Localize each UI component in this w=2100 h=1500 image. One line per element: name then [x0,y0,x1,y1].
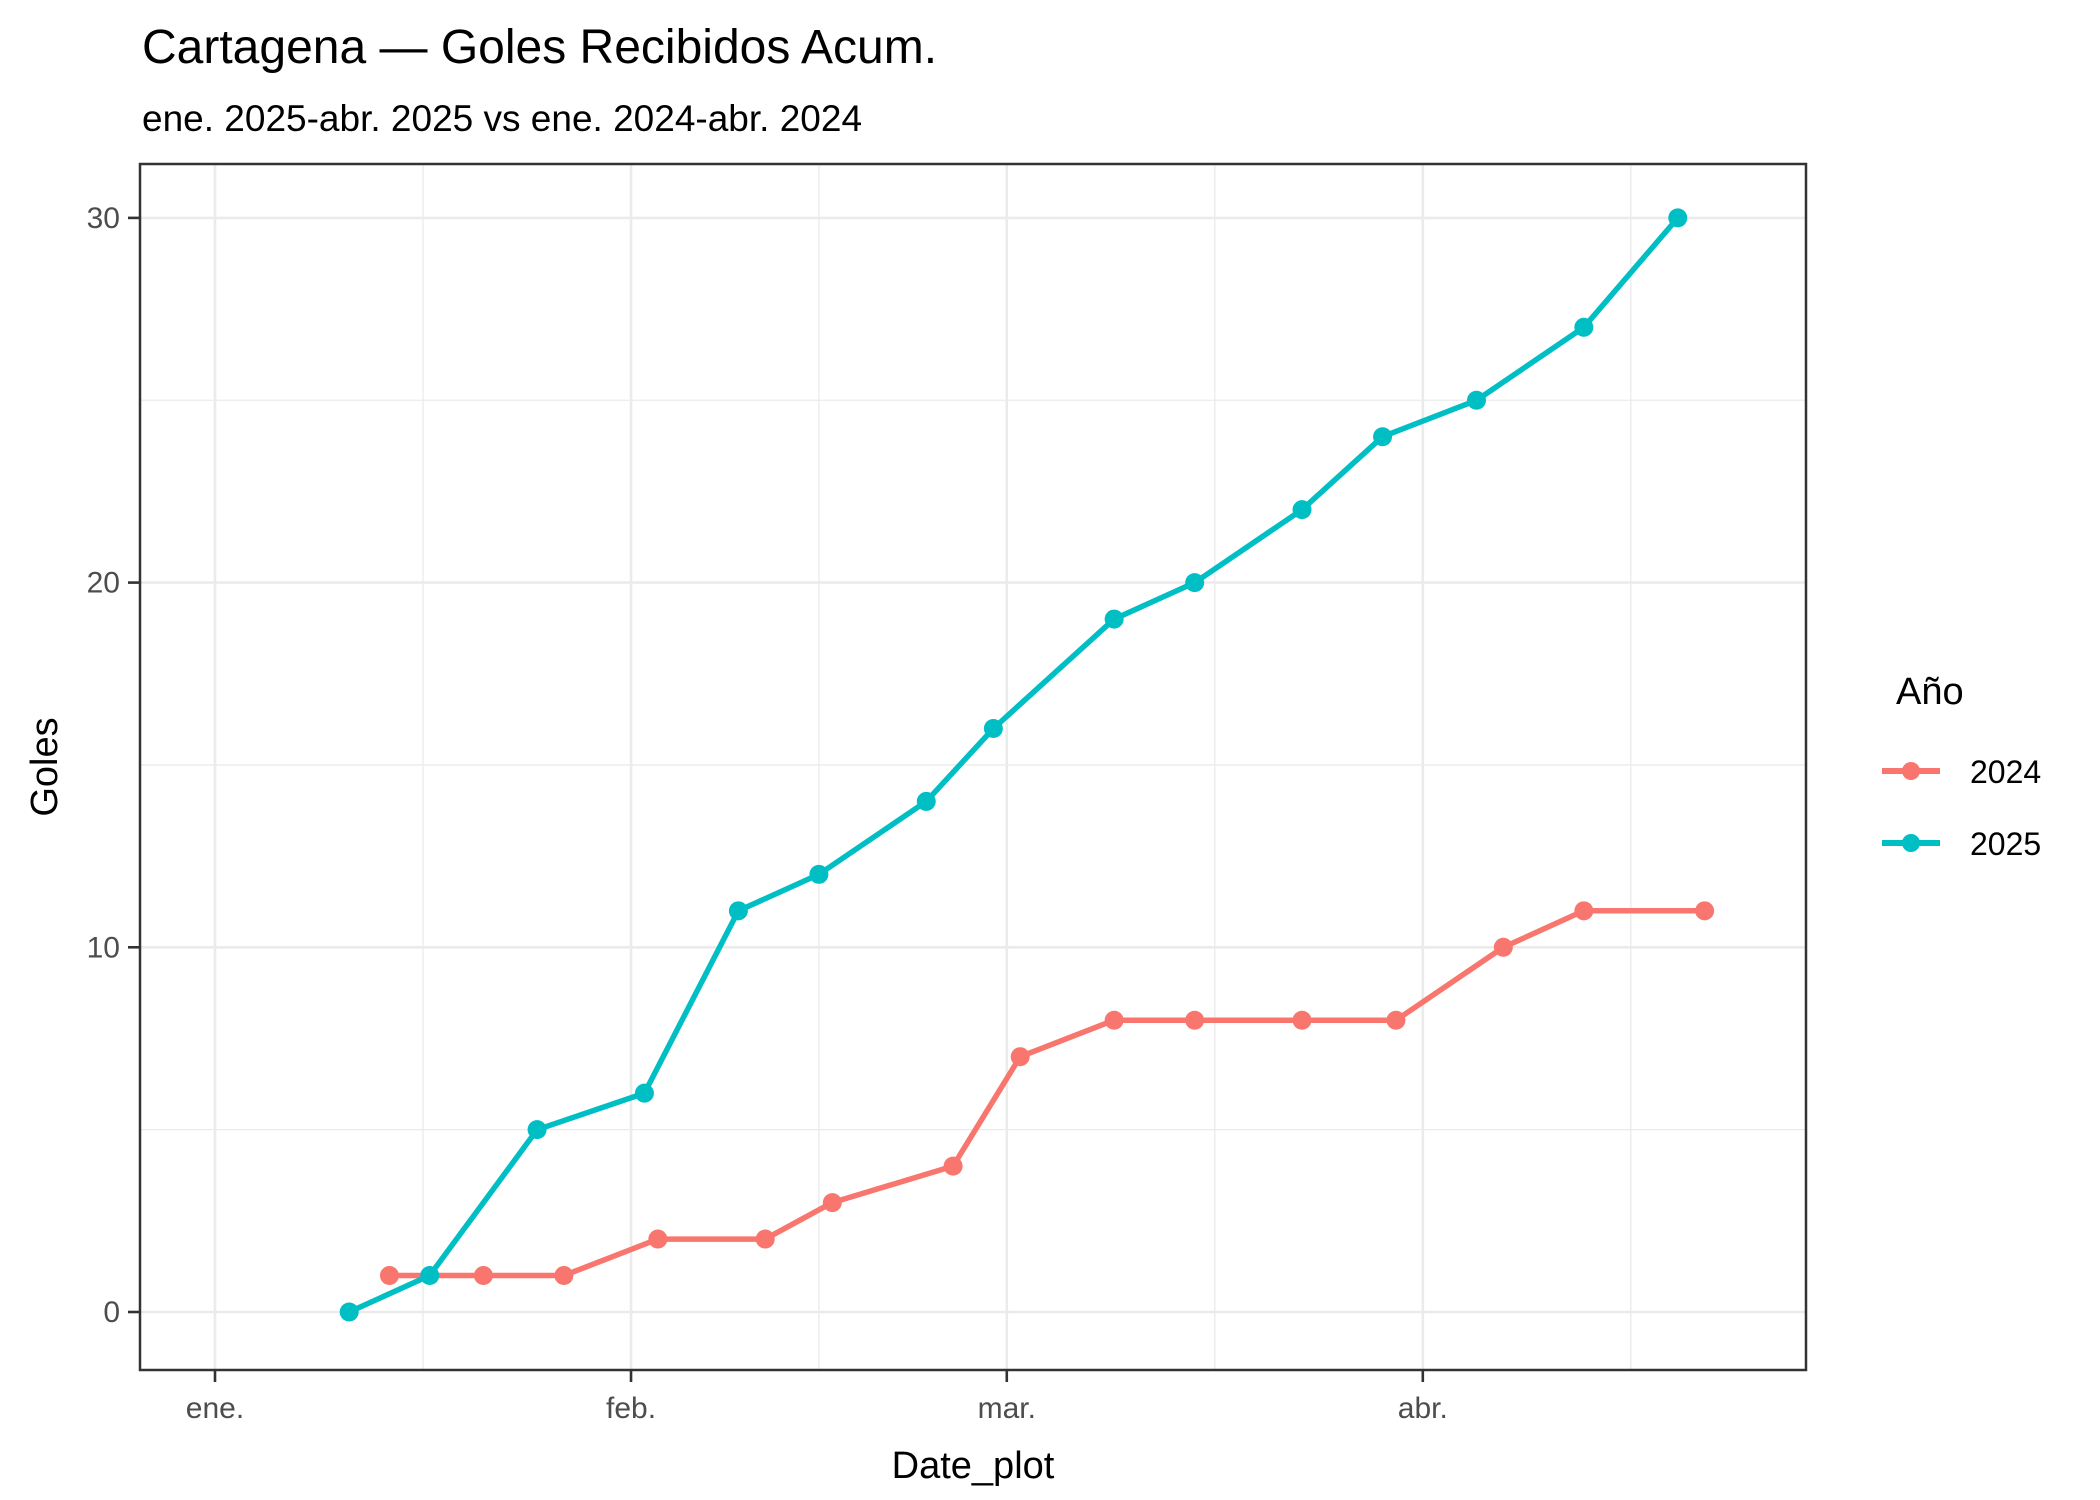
data-point [379,1266,399,1286]
legend-label: 2024 [1970,754,2041,790]
data-point [983,718,1003,738]
data-point [1574,317,1594,337]
y-axis: 0 10 20 30 [87,202,140,1329]
plot-panel [138,162,1808,1372]
data-point [1104,1010,1124,1030]
x-tick-label: ene. [186,1392,244,1425]
y-tick-label: 30 [87,202,120,235]
major-gridlines [140,164,1806,1370]
x-axis: ene. feb. mar. abr. [186,1370,1448,1425]
minor-gridlines [140,164,1806,1370]
data-point [822,1193,842,1213]
x-tick-label: abr. [1398,1392,1448,1425]
plot-border [138,162,1808,1372]
legend: Año 2024 2025 [1882,671,2041,862]
data-point [1466,390,1486,410]
data-point [1292,500,1312,520]
x-tick-label: feb. [606,1392,656,1425]
data-point [420,1266,440,1286]
data-point [755,1229,775,1249]
data-point [554,1266,574,1286]
data-point [943,1156,963,1176]
data-point [648,1229,668,1249]
legend-label: 2025 [1970,826,2041,862]
series-2025 [339,208,1688,1322]
data-point [634,1083,654,1103]
data-point [1373,427,1393,447]
legend-title: Año [1896,671,1964,713]
data-point [728,901,748,921]
y-tick-label: 10 [87,931,120,964]
data-point [1668,208,1688,228]
legend-item-2025: 2025 [1882,826,2041,862]
y-tick-label: 0 [103,1296,120,1329]
y-axis-title: Goles [24,717,66,816]
data-point [1104,609,1124,629]
series-layer [339,208,1715,1322]
y-tick-label: 20 [87,567,120,600]
data-point [1574,901,1594,921]
x-tick-label: mar. [978,1392,1036,1425]
legend-point-icon [1902,834,1920,852]
data-point [916,791,936,811]
data-point [527,1120,547,1140]
chart-title: Cartagena — Goles Recibidos Acum. [142,21,937,74]
series-2024 [379,901,1715,1286]
legend-point-icon [1902,762,1920,780]
data-point [1010,1047,1030,1067]
data-point [1292,1010,1312,1030]
data-point [339,1302,359,1322]
data-point [1695,901,1715,921]
data-point [1185,1010,1205,1030]
data-point [809,864,829,884]
x-axis-title: Date_plot [892,1445,1055,1487]
data-point [473,1266,493,1286]
legend-item-2024: 2024 [1882,754,2041,790]
data-point [1493,937,1513,957]
chart-subtitle: ene. 2025-abr. 2025 vs ene. 2024-abr. 20… [142,98,862,139]
data-point [1185,573,1205,593]
data-point [1386,1010,1406,1030]
